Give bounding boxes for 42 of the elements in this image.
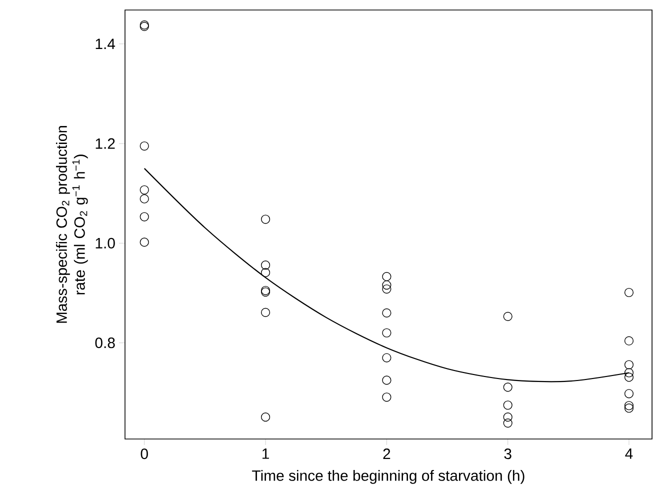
point [503,312,512,321]
point [140,212,149,222]
point [382,392,392,402]
line-series [144,168,630,382]
point [503,412,512,422]
point [503,382,512,392]
point [624,360,634,370]
point [624,368,634,378]
point [382,272,392,282]
y-tick-label: 1.4 [96,38,116,50]
point [260,308,270,317]
point [503,400,512,410]
point [624,288,634,298]
point [140,238,149,247]
point [624,389,634,398]
point [382,280,392,290]
point [140,185,149,194]
y-tick-label: 1.0 [96,238,115,248]
y-tick-label: 1.2 [96,138,115,149]
point [260,412,270,422]
x-tick-label: 2 [383,448,390,459]
x-tick-label: 0 [140,448,148,460]
point [382,376,392,385]
point [624,372,634,382]
point [503,418,512,428]
x-tick-label: 4 [625,448,633,459]
point [260,268,270,278]
point [382,353,392,362]
point [382,284,392,294]
point [624,336,634,346]
point [624,401,634,410]
x-tick-label: 3 [504,448,512,460]
x-axis-title: Time since the beginning of starvation (h) [252,470,524,484]
point [382,308,392,318]
point [624,404,634,413]
point [382,328,392,338]
point [140,194,149,204]
point [260,214,270,224]
point [140,141,149,151]
x-tick-label: 1 [262,448,269,459]
y-tick-label: 0.8 [95,338,115,348]
point [260,260,270,270]
